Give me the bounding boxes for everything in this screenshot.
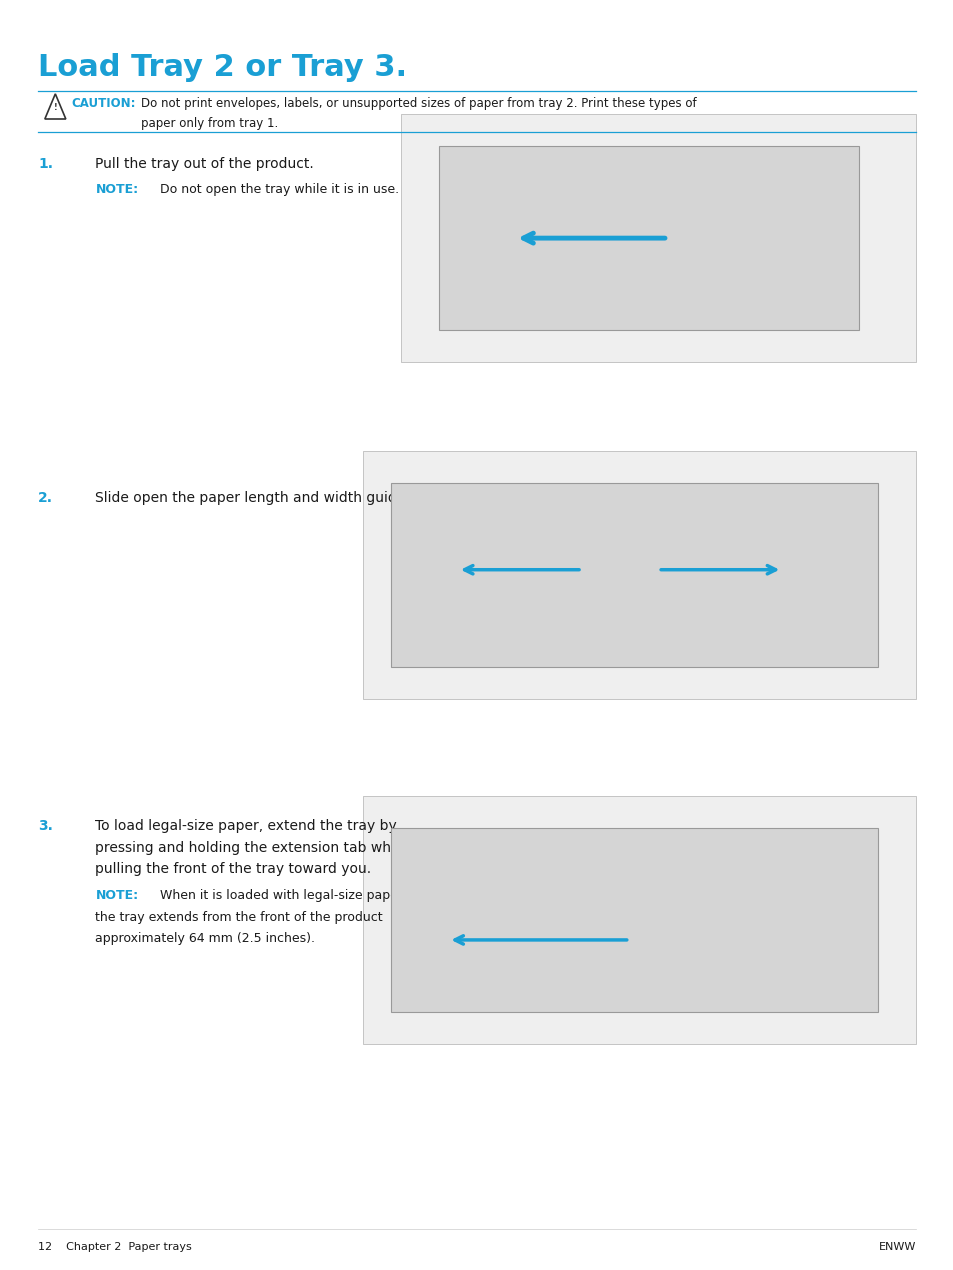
Text: paper only from tray 1.: paper only from tray 1. (141, 117, 278, 130)
Text: When it is loaded with legal-size paper,: When it is loaded with legal-size paper, (160, 889, 407, 902)
Text: !: ! (53, 103, 57, 113)
Text: Pull the tray out of the product.: Pull the tray out of the product. (95, 157, 314, 171)
Text: CAUTION:: CAUTION: (71, 97, 136, 109)
Text: 2.: 2. (38, 491, 53, 505)
Text: Do not open the tray while it is in use.: Do not open the tray while it is in use. (160, 183, 399, 196)
FancyBboxPatch shape (391, 828, 877, 1012)
Text: the tray extends from the front of the product: the tray extends from the front of the p… (95, 911, 382, 923)
FancyBboxPatch shape (400, 114, 915, 362)
Text: 1.: 1. (38, 157, 53, 171)
Text: pulling the front of the tray toward you.: pulling the front of the tray toward you… (95, 862, 371, 876)
FancyBboxPatch shape (438, 146, 858, 330)
Text: Do not print envelopes, labels, or unsupported sizes of paper from tray 2. Print: Do not print envelopes, labels, or unsup… (141, 97, 696, 109)
Text: pressing and holding the extension tab while: pressing and holding the extension tab w… (95, 841, 407, 855)
Text: NOTE:: NOTE: (95, 889, 138, 902)
Text: 3.: 3. (38, 819, 53, 833)
Text: ENWW: ENWW (878, 1242, 915, 1252)
Text: 12    Chapter 2  Paper trays: 12 Chapter 2 Paper trays (38, 1242, 192, 1252)
Text: Slide open the paper length and width guides.: Slide open the paper length and width gu… (95, 491, 416, 505)
Text: approximately 64 mm (2.5 inches).: approximately 64 mm (2.5 inches). (95, 932, 315, 945)
FancyBboxPatch shape (362, 796, 915, 1044)
FancyBboxPatch shape (362, 451, 915, 698)
Text: NOTE:: NOTE: (95, 183, 138, 196)
Text: To load legal-size paper, extend the tray by: To load legal-size paper, extend the tra… (95, 819, 396, 833)
FancyBboxPatch shape (391, 483, 877, 667)
Text: Load Tray 2 or Tray 3.: Load Tray 2 or Tray 3. (38, 53, 407, 83)
